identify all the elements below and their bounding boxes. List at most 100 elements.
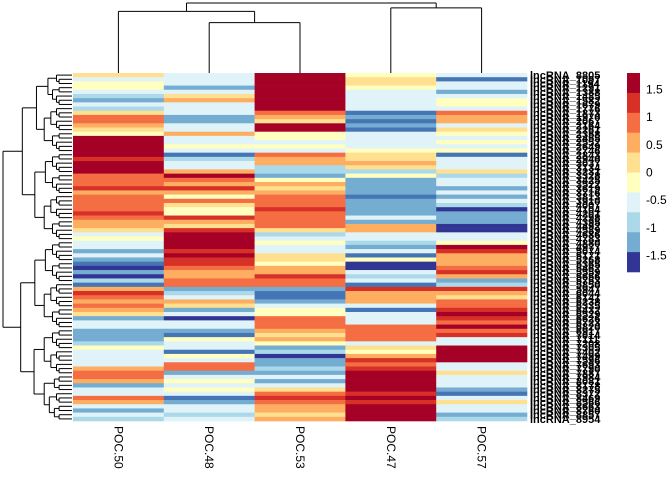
heatmap-cell [254, 223, 346, 229]
row-label: lncRNA_5947 [530, 284, 600, 296]
heatmap-cell [345, 391, 437, 397]
heatmap-cell [254, 328, 346, 334]
heatmap-cell [73, 169, 165, 174]
row-label: lncRNA_8469 [530, 393, 600, 405]
legend-tick-label: 0 [646, 166, 653, 180]
heatmap-cell [345, 328, 437, 334]
heatmap-cell [163, 358, 255, 363]
row-label: lncRNA_1776 [530, 104, 600, 116]
heatmap-cell [436, 286, 528, 292]
heatmap-cell [254, 316, 346, 321]
heatmap-cell [73, 93, 165, 99]
heatmap-cell [436, 81, 528, 86]
heatmap-cell [254, 211, 346, 216]
heatmap-cell [254, 131, 346, 137]
heatmap-cell [436, 366, 528, 371]
heatmap-cell [345, 169, 437, 174]
heatmap-cell [254, 358, 346, 363]
heatmap-cell [163, 244, 255, 250]
heatmap-cell [345, 135, 437, 141]
heatmap-cell [73, 198, 165, 204]
row-label: lncRNA_8805 [530, 70, 600, 82]
row-label: lncRNA_4492 [530, 221, 600, 233]
heatmap-cell [163, 400, 255, 405]
heatmap-cell [73, 123, 165, 128]
heatmap-cell [345, 353, 437, 359]
heatmap-cell [345, 81, 437, 86]
heatmap-cell [73, 223, 165, 229]
heatmap-cell [163, 320, 255, 325]
legend-tick-label: 1.5 [646, 83, 663, 97]
heatmap-cell [254, 173, 346, 179]
heatmap-cell [73, 270, 165, 275]
row-label: lncRNA_2746 [530, 146, 600, 158]
heatmap-cell [163, 140, 255, 145]
heatmap-cell [436, 232, 528, 237]
heatmap-cell [73, 278, 165, 283]
heatmap-cell [436, 265, 528, 271]
heatmap-cell [436, 337, 528, 342]
heatmap-cell [436, 295, 528, 300]
row-label: lncRNA_6335 [530, 301, 600, 313]
row-label: lncRNA_7596 [530, 355, 600, 367]
heatmap-cell [254, 257, 346, 262]
heatmap-cell [254, 85, 346, 91]
heatmap-cell [163, 144, 255, 149]
heatmap-cell [73, 316, 165, 321]
heatmap-cell [163, 412, 255, 418]
row-label: lncRNA_4977 [530, 242, 600, 254]
heatmap-cell [254, 332, 346, 338]
heatmap-cell [163, 257, 255, 262]
heatmap-cell [345, 123, 437, 128]
heatmap-cell [73, 240, 165, 246]
heatmap-cell [73, 98, 165, 103]
heatmap-cell [436, 404, 528, 409]
heatmap-cell [73, 400, 165, 405]
heatmap-cell [163, 345, 255, 351]
heatmap-cell [345, 345, 437, 351]
heatmap-cell [345, 98, 437, 103]
heatmap-cell [254, 152, 346, 158]
legend-swatch [627, 212, 640, 233]
row-label: lncRNA_7208 [530, 338, 600, 350]
heatmap-cell [163, 270, 255, 275]
heatmap-cell [436, 102, 528, 107]
heatmap-cell [254, 102, 346, 107]
heatmap-cell [436, 370, 528, 376]
row-label: lncRNA_4686 [530, 229, 600, 241]
heatmap-cell [345, 177, 437, 183]
heatmap-cell [345, 148, 437, 153]
heatmap-cell [345, 286, 437, 292]
heatmap-cell [73, 114, 165, 120]
heatmap-cell [163, 182, 255, 187]
heatmap-cell [163, 362, 255, 367]
heatmap-cell [73, 282, 165, 288]
heatmap-cell [436, 332, 528, 338]
row-label: lncRNA_3619 [530, 183, 600, 195]
heatmap-cell [345, 215, 437, 221]
heatmap-cell [254, 265, 346, 271]
heatmap-cell [345, 244, 437, 250]
heatmap-cell [163, 349, 255, 355]
heatmap-cell [345, 77, 437, 82]
row-label: lncRNA_5559 [530, 267, 600, 279]
row-labels: lncRNA_8805lncRNA_1097lncRNA_1194lncRNA_… [530, 70, 601, 426]
heatmap-cell [73, 408, 165, 413]
heatmap-cell [345, 295, 437, 300]
heatmap-cell [254, 307, 346, 313]
heatmap-cell [163, 215, 255, 221]
heatmap-cell [163, 353, 255, 359]
legend-swatch [627, 92, 640, 114]
heatmap-cell [254, 349, 346, 355]
heatmap-cell [345, 240, 437, 246]
heatmap-cell [345, 110, 437, 116]
heatmap-cell [163, 265, 255, 271]
heatmap-cell [163, 286, 255, 292]
heatmap-cell [254, 169, 346, 174]
heatmap-cell [436, 140, 528, 145]
row-label: lncRNA_1582 [530, 95, 600, 107]
heatmap-cell [163, 299, 255, 304]
heatmap-cell [254, 404, 346, 409]
heatmap-cell [163, 152, 255, 158]
heatmap-cell [436, 202, 528, 208]
